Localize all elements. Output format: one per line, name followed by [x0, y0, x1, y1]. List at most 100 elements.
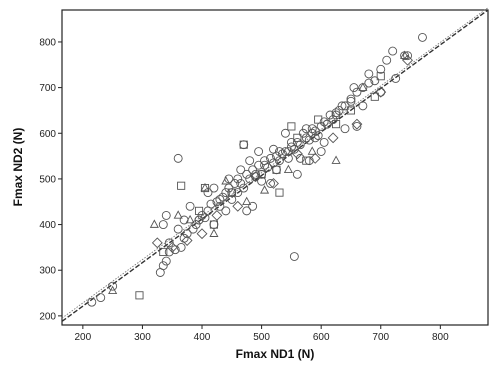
diamond-point — [268, 178, 279, 189]
square-point — [346, 106, 356, 115]
triangle-point — [400, 50, 410, 59]
circle-point — [289, 252, 299, 261]
triangle-point — [173, 210, 183, 219]
x-tick-label: 200 — [75, 332, 92, 343]
triangle-point — [209, 228, 219, 237]
circle-point — [191, 220, 201, 230]
circle-point — [364, 69, 374, 79]
square-point — [159, 247, 168, 257]
circle-point — [307, 124, 317, 134]
square-point — [227, 188, 236, 197]
diamond-point — [351, 118, 363, 130]
circle-point — [212, 197, 222, 207]
square-point — [376, 72, 385, 81]
circle-point — [218, 192, 228, 202]
circle-point — [221, 206, 231, 216]
x-tick-label: 300 — [134, 332, 151, 343]
circle-point — [283, 147, 293, 156]
circle-point — [370, 76, 380, 86]
circle-point — [319, 117, 329, 127]
circle-point — [358, 101, 368, 111]
square-point — [332, 120, 341, 129]
y-tick-label: 400 — [39, 220, 56, 231]
diamond-point — [166, 241, 178, 253]
circle-point — [188, 224, 198, 234]
circle-point — [376, 64, 386, 74]
circle-point — [233, 188, 243, 198]
circle-point — [266, 179, 275, 188]
circle-point — [382, 55, 392, 65]
circle-point — [185, 201, 195, 211]
circle-point — [322, 119, 332, 129]
circle-point — [242, 206, 252, 216]
circle-point — [286, 142, 296, 152]
circle-point — [334, 105, 344, 115]
circle-point — [376, 87, 386, 97]
circle-point — [349, 83, 359, 93]
circle-point — [340, 124, 350, 134]
diamond-point — [309, 152, 321, 164]
circle-point — [269, 144, 278, 154]
circle-point — [346, 94, 356, 104]
circle-point — [221, 188, 231, 198]
diamond-point — [181, 235, 193, 246]
circle-point — [158, 220, 168, 230]
triangle-point — [260, 185, 270, 194]
circle-point — [87, 297, 97, 307]
circle-point — [158, 261, 168, 271]
circle-point — [236, 179, 246, 188]
circle-point — [209, 183, 219, 193]
triangle-point — [358, 82, 368, 91]
circle-point — [248, 201, 258, 211]
circle-point — [245, 156, 255, 166]
circle-point — [260, 156, 270, 166]
y-axis: 200 300 400 500 600 700 800 — [39, 37, 62, 322]
square-point — [287, 122, 296, 131]
circle-point — [325, 110, 335, 120]
circle-point — [96, 293, 106, 303]
circle-point — [352, 121, 362, 131]
circle-point — [257, 176, 267, 186]
circle-point — [340, 101, 350, 111]
circle-point — [319, 137, 329, 147]
x-axis: 200 300 400 500 600 700 800 — [75, 325, 449, 343]
circle-point — [239, 183, 249, 193]
circle-point — [418, 32, 427, 42]
circle-point — [227, 195, 237, 204]
identity-line — [61, 7, 489, 319]
circle-point — [233, 174, 243, 184]
diamond-point — [291, 148, 303, 160]
reference-lines — [61, 7, 489, 322]
y-tick-label: 800 — [39, 37, 56, 48]
circle-point — [164, 247, 174, 257]
square-point — [272, 165, 281, 174]
circle-point — [391, 74, 401, 83]
circle-point — [215, 195, 225, 204]
circle-point — [254, 160, 264, 170]
circle-point — [307, 128, 317, 138]
circle-point — [301, 124, 311, 134]
circle-point — [403, 51, 413, 61]
y-tick-label: 600 — [39, 129, 56, 140]
diamond-point — [375, 86, 387, 98]
triangle-point — [242, 196, 252, 205]
circle-point — [346, 96, 356, 106]
x-tick-label: 500 — [253, 332, 270, 343]
circle-point — [388, 46, 398, 56]
circle-point — [364, 78, 374, 88]
circle-point — [280, 128, 290, 138]
circle-point — [209, 220, 219, 230]
square-point — [314, 115, 323, 124]
circle-point — [310, 126, 320, 136]
circle-point — [173, 224, 183, 234]
circle-point — [215, 201, 225, 211]
triangle-point — [331, 155, 341, 164]
circle-point — [251, 169, 261, 179]
diamond-point — [250, 171, 262, 183]
square-point — [135, 291, 144, 300]
circle-point — [173, 153, 183, 163]
circle-point — [161, 210, 171, 220]
circle-point — [242, 169, 252, 179]
circle-point — [251, 172, 261, 182]
